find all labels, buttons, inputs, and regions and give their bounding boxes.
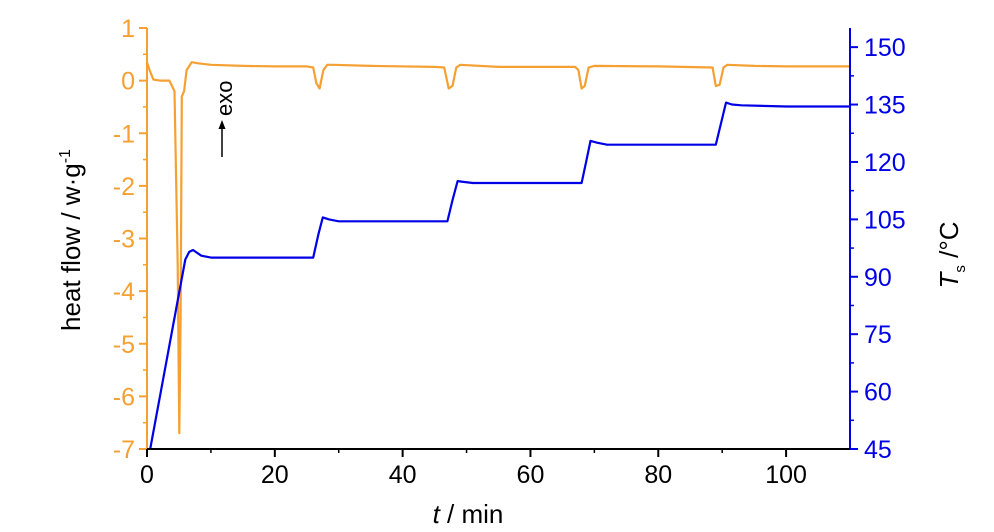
y-left-tick-label: -7 xyxy=(113,436,135,464)
y-right-tick-label: 45 xyxy=(864,436,892,464)
y-right-tick-label: 75 xyxy=(864,321,892,349)
x-tick-label: 100 xyxy=(765,461,807,489)
y-right-tick-label: 60 xyxy=(864,379,892,407)
y-left-tick-label: -5 xyxy=(113,331,135,359)
y-right-tick-label: 90 xyxy=(864,264,892,292)
y-axis-left-label: heat flow / w·g-1 xyxy=(56,149,86,331)
y-left-tick-label: 1 xyxy=(121,15,135,43)
temperature-series-line xyxy=(149,101,850,450)
y-axis-right-label: Ts /°C xyxy=(934,221,969,288)
y-left-tick-label: -4 xyxy=(113,278,135,306)
right-axis-ticks: 150 135 120 105 90 75 60 45 xyxy=(850,34,906,464)
y-left-tick-label: -1 xyxy=(113,120,135,148)
exo-label: exo xyxy=(212,81,237,116)
y-left-tick-label: -6 xyxy=(113,383,135,411)
x-tick-label: 60 xyxy=(517,461,545,489)
y-right-tick-label: 105 xyxy=(864,206,906,234)
x-tick-label: 20 xyxy=(261,461,289,489)
x-tick-label: 0 xyxy=(140,461,154,489)
exo-annotation: exo xyxy=(212,81,237,157)
y-left-tick-label: 0 xyxy=(121,68,135,96)
y-right-tick-label: 135 xyxy=(864,92,906,120)
y-right-tick-label: 120 xyxy=(864,149,906,177)
x-tick-label: 40 xyxy=(389,461,417,489)
left-axis-ticks: 1 0 -1 -2 -3 -4 -5 -6 -7 xyxy=(113,15,147,464)
y-left-tick-label: -2 xyxy=(113,173,135,201)
y-left-tick-label: -3 xyxy=(113,226,135,254)
x-tick-label: 80 xyxy=(644,461,672,489)
exo-arrowhead-icon xyxy=(218,120,226,129)
x-axis-label: t / min xyxy=(433,499,504,529)
series-layer xyxy=(145,61,850,450)
x-axis-ticks: 0 20 40 60 80 100 xyxy=(140,449,807,489)
y-right-tick-label: 150 xyxy=(864,34,906,62)
heat-flow-series-line xyxy=(145,61,850,435)
